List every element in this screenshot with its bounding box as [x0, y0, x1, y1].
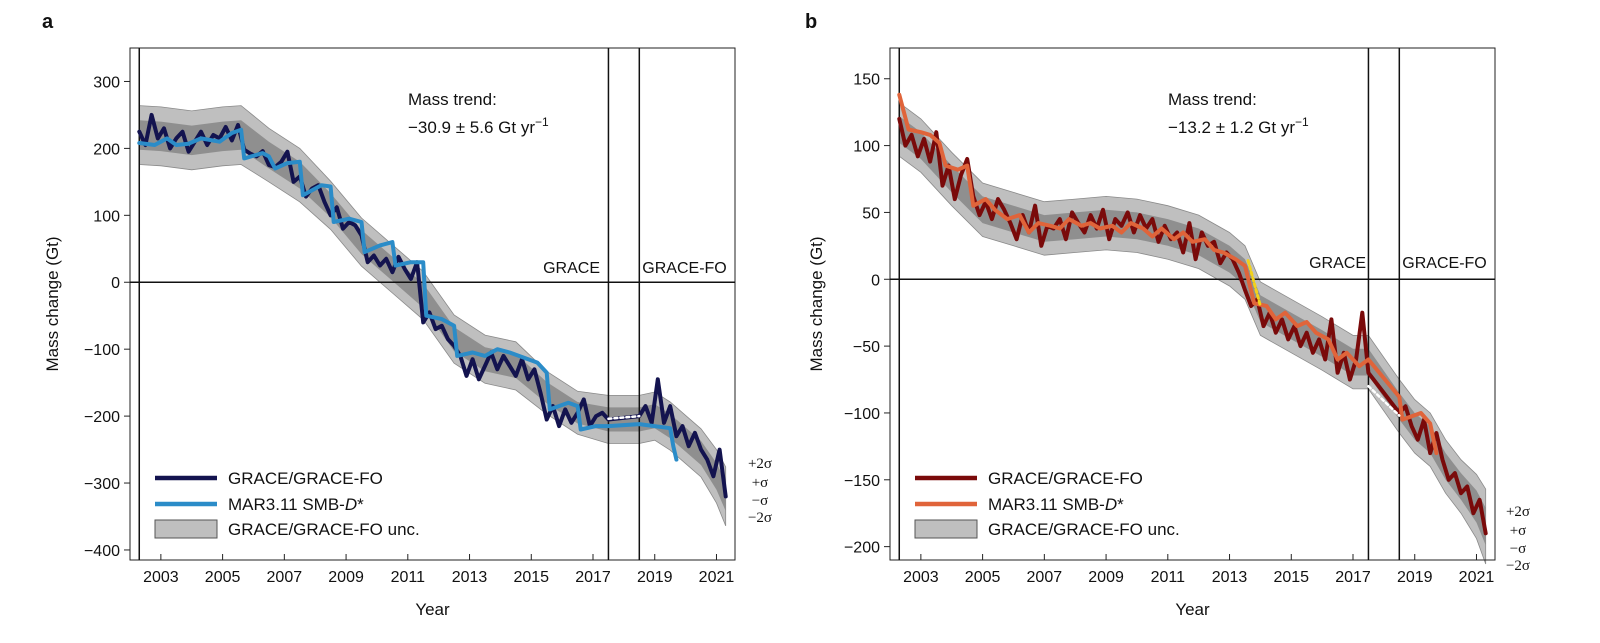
y-tick-label: 0 [871, 272, 880, 289]
legend-mar-d: D [345, 495, 357, 514]
x-tick-label: 2011 [1151, 569, 1186, 586]
x-axis-label: Year [1175, 600, 1210, 619]
sigma-label: +2σ [748, 456, 772, 472]
plot-frame [889, 47, 1496, 561]
sigma-label: −σ [1510, 541, 1527, 557]
trend-title: Mass trend: [408, 90, 497, 109]
x-tick-label: 2021 [699, 569, 735, 586]
x-tick-label: 2003 [143, 569, 179, 586]
trend-value-text: −30.9 ± 5.6 Gt yr [408, 118, 535, 137]
y-tick-label: 300 [93, 74, 120, 91]
legend-unc-swatch [914, 519, 978, 539]
y-tick-label: −150 [844, 473, 880, 490]
sigma-label: +σ [1510, 523, 1527, 539]
gap-bridge-line [607, 414, 641, 421]
legend-unc-swatch [154, 519, 218, 539]
plot-frame [129, 47, 736, 561]
grace-mission-label: GRACE [1309, 255, 1366, 272]
legend-mar-d: D [1105, 495, 1117, 514]
y-tick-label: −200 [84, 409, 120, 426]
x-tick-label: 2009 [1088, 569, 1124, 586]
sigma-label: +2σ [1506, 504, 1530, 520]
sigma-label: +σ [752, 475, 769, 491]
legend-mar-star: * [1117, 495, 1124, 514]
x-tick-label: 2007 [267, 569, 303, 586]
sigma-label: −σ [752, 493, 769, 509]
trend-exponent: −1 [535, 115, 549, 129]
trend-value: −30.9 ± 5.6 Gt yr−1 [408, 115, 549, 137]
x-tick-label: 2011 [391, 569, 426, 586]
y-tick-label: 0 [111, 275, 120, 292]
panel-letter: a [42, 11, 54, 33]
trend-value-text: −13.2 ± 1.2 Gt yr [1168, 118, 1295, 137]
x-axis-label: Year [415, 600, 450, 619]
y-tick-label: −100 [844, 406, 880, 423]
x-tick-label: 2007 [1027, 569, 1063, 586]
grace-mission-label: GRACE [543, 260, 600, 277]
y-tick-label: 150 [853, 72, 880, 89]
legend-mar-star: * [357, 495, 364, 514]
legend-grace-label: GRACE/GRACE-FO [988, 469, 1143, 488]
y-axis-label: Mass change (Gt) [807, 236, 826, 371]
gracefo-mission-label: GRACE-FO [642, 260, 726, 277]
y-tick-label: −300 [84, 476, 120, 493]
legend-mar-label: MAR3.11 SMB-D* [228, 495, 364, 514]
x-tick-label: 2003 [903, 569, 939, 586]
y-tick-label: 50 [862, 205, 880, 222]
y-tick-label: −100 [84, 342, 120, 359]
legend-mar-label: MAR3.11 SMB-D* [988, 495, 1124, 514]
x-tick-label: 2017 [575, 569, 611, 586]
y-tick-label: −400 [84, 543, 120, 560]
sigma-label: −2σ [1506, 558, 1530, 574]
y-tick-label: 100 [853, 139, 880, 156]
y-axis-label: Mass change (Gt) [43, 236, 62, 371]
x-tick-label: 2019 [1397, 569, 1433, 586]
x-tick-label: 2021 [1459, 569, 1495, 586]
x-tick-label: 2013 [1212, 569, 1248, 586]
x-tick-label: 2005 [205, 569, 241, 586]
x-tick-label: 2019 [637, 569, 673, 586]
gap-bridge-2013-line [1246, 259, 1262, 308]
trend-title: Mass trend: [1168, 90, 1257, 109]
grace-series-line [897, 116, 1488, 536]
trend-value: −13.2 ± 1.2 Gt yr−1 [1168, 115, 1309, 137]
legend-grace-label: GRACE/GRACE-FO [228, 469, 383, 488]
y-tick-label: 100 [93, 208, 120, 225]
legend-mar-text: MAR3.11 SMB- [988, 495, 1105, 514]
y-tick-label: −50 [853, 339, 880, 356]
panel-a: a GRACE GRACE-FO 2003 2005 2007 2009 2011 2013 20… [42, 11, 772, 619]
panel-letter: b [805, 11, 817, 33]
x-tick-label: 2013 [452, 569, 488, 586]
panel-b: b GRACE GRACE-FO 2003 2005 2007 2009 2011 2013 20… [805, 11, 1530, 619]
legend-unc-label: GRACE/GRACE-FO unc. [988, 520, 1180, 539]
legend-unc-label: GRACE/GRACE-FO unc. [228, 520, 420, 539]
mar-series-line [897, 92, 1439, 456]
x-tick-label: 2015 [1273, 569, 1309, 586]
mar-series-line [137, 127, 679, 462]
x-tick-label: 2005 [965, 569, 1001, 586]
y-tick-label: −200 [844, 540, 880, 557]
x-tick-label: 2015 [513, 569, 549, 586]
sigma-label: −2σ [748, 510, 772, 526]
trend-exponent: −1 [1295, 115, 1309, 129]
legend-mar-text: MAR3.11 SMB- [228, 495, 345, 514]
y-tick-label: 200 [93, 141, 120, 158]
x-tick-label: 2009 [328, 569, 364, 586]
gracefo-mission-label: GRACE-FO [1402, 255, 1486, 272]
gap-bridge-line [1367, 384, 1401, 417]
x-tick-label: 2017 [1335, 569, 1371, 586]
